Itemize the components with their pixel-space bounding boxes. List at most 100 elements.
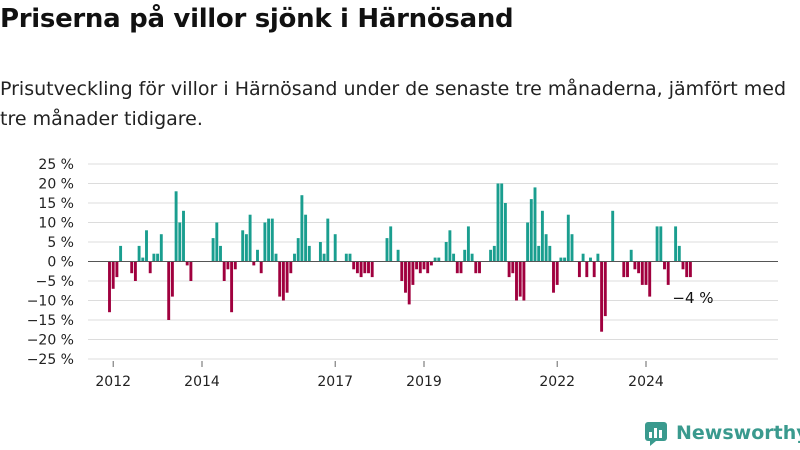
bar bbox=[633, 261, 637, 270]
bar bbox=[396, 249, 400, 262]
bar bbox=[148, 261, 152, 274]
bar bbox=[540, 210, 544, 262]
bar bbox=[137, 245, 141, 262]
bar bbox=[688, 261, 692, 278]
bar bbox=[244, 234, 248, 262]
bar bbox=[182, 210, 185, 262]
bar bbox=[655, 226, 659, 262]
bar bbox=[552, 261, 555, 293]
bar bbox=[463, 249, 467, 262]
bar bbox=[585, 261, 589, 278]
y-tick-label: −5 % bbox=[36, 274, 74, 290]
bar bbox=[685, 261, 689, 278]
x-tick-label: 2024 bbox=[628, 374, 664, 390]
bar bbox=[626, 261, 629, 278]
y-tick-label: 0 % bbox=[47, 255, 74, 271]
y-tick-label: −10 % bbox=[27, 294, 74, 310]
bar bbox=[233, 261, 237, 270]
y-tick-label: −25 % bbox=[27, 352, 74, 368]
bar bbox=[156, 253, 160, 262]
bar bbox=[300, 195, 304, 262]
bar bbox=[278, 261, 282, 297]
bar bbox=[518, 261, 522, 297]
x-tick-label: 2019 bbox=[406, 374, 442, 390]
bar bbox=[644, 261, 648, 285]
bar bbox=[444, 242, 448, 262]
bar bbox=[459, 261, 463, 274]
bar bbox=[596, 253, 600, 262]
x-tick-label: 2022 bbox=[539, 374, 575, 390]
bar bbox=[452, 253, 456, 262]
bar bbox=[496, 183, 500, 262]
bar bbox=[603, 261, 607, 317]
bar bbox=[219, 245, 222, 262]
bar bbox=[648, 261, 652, 297]
bar bbox=[189, 261, 193, 281]
bar bbox=[130, 261, 134, 274]
bar bbox=[170, 261, 174, 297]
bar bbox=[348, 253, 352, 262]
bar bbox=[252, 261, 256, 266]
bar bbox=[559, 257, 563, 262]
bar bbox=[418, 261, 422, 274]
bar bbox=[230, 261, 234, 313]
bar bbox=[411, 261, 415, 285]
bar bbox=[400, 261, 404, 281]
bar bbox=[352, 261, 356, 270]
bar bbox=[152, 253, 156, 262]
bar bbox=[563, 257, 567, 262]
bar bbox=[500, 183, 504, 262]
bar bbox=[259, 261, 263, 274]
bar bbox=[108, 261, 111, 313]
bar bbox=[533, 187, 537, 262]
bar bbox=[285, 261, 289, 293]
y-tick-label: 5 % bbox=[47, 235, 74, 251]
bar bbox=[215, 222, 219, 262]
bar bbox=[293, 253, 296, 262]
bar bbox=[489, 249, 493, 262]
bar bbox=[174, 191, 178, 262]
bar bbox=[577, 261, 581, 278]
bar bbox=[304, 214, 308, 262]
bar bbox=[674, 226, 678, 262]
bar bbox=[296, 238, 300, 262]
bar bbox=[511, 261, 515, 274]
bar bbox=[422, 261, 426, 270]
newsworthy-logo-icon bbox=[645, 422, 667, 446]
bar bbox=[226, 261, 230, 270]
bar bbox=[404, 261, 407, 293]
bar bbox=[581, 253, 585, 262]
bar bbox=[507, 261, 511, 278]
bar bbox=[270, 218, 274, 262]
bar bbox=[537, 245, 541, 262]
bar-chart: 25 % 20 % 15 % 10 % 5 % 0 % −5 % −10 % −15 % −20 … bbox=[27, 157, 778, 390]
bar bbox=[466, 226, 470, 262]
y-tick-label: 15 % bbox=[38, 196, 74, 212]
bar bbox=[492, 245, 496, 262]
bar bbox=[415, 261, 419, 270]
bar bbox=[256, 249, 259, 262]
bar bbox=[600, 261, 604, 332]
newsworthy-logo: Newsworthy bbox=[644, 420, 800, 446]
bar bbox=[274, 253, 278, 262]
bar bbox=[267, 218, 271, 262]
bar bbox=[429, 261, 433, 266]
bar bbox=[355, 261, 359, 274]
bar bbox=[333, 234, 337, 262]
bar bbox=[359, 261, 363, 278]
bar bbox=[318, 242, 322, 262]
bar bbox=[470, 253, 474, 262]
bar bbox=[433, 257, 437, 262]
x-tick-label: 2014 bbox=[184, 374, 220, 390]
bar bbox=[167, 261, 171, 320]
bar bbox=[115, 261, 119, 278]
bar bbox=[681, 261, 685, 270]
bar bbox=[178, 222, 182, 262]
bar bbox=[659, 226, 663, 262]
x-tick-label: 2012 bbox=[95, 374, 131, 390]
bar bbox=[370, 261, 374, 278]
bar bbox=[326, 218, 330, 262]
bar bbox=[548, 245, 552, 262]
bar bbox=[529, 199, 533, 262]
brand-name: Newsworthy bbox=[676, 422, 800, 444]
